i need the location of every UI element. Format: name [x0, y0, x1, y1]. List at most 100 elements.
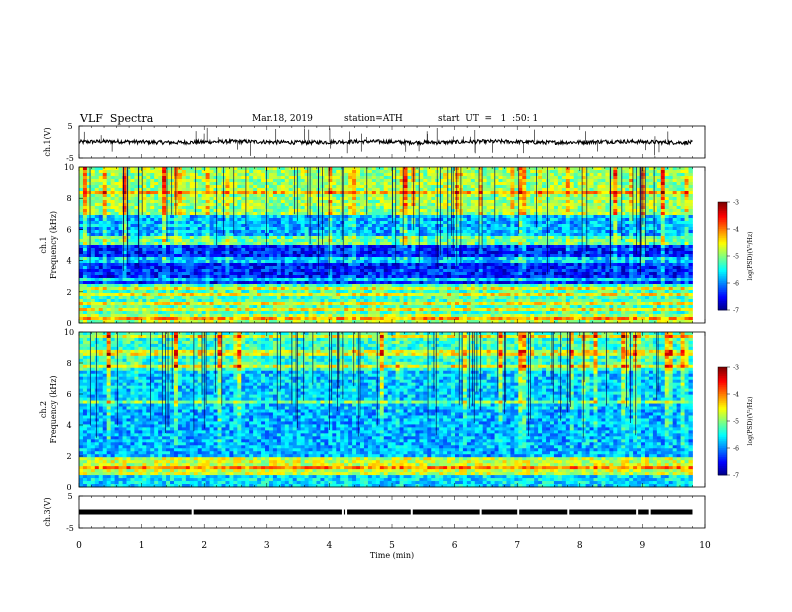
spec-cell: [79, 239, 84, 243]
spec-cell: [237, 176, 242, 180]
spec-cell: [304, 257, 309, 261]
spec-cell: [102, 251, 108, 255]
spec-cell: [201, 200, 207, 204]
spec-cell: [356, 230, 361, 234]
spec-cell: [170, 314, 175, 318]
spec-cell: [225, 305, 230, 309]
spec-cell: [94, 293, 100, 297]
spec-cell: [367, 242, 373, 246]
spec-cell: [308, 188, 313, 192]
spec-cell: [423, 212, 428, 216]
spec-cell: [415, 290, 420, 294]
spec-cell: [177, 173, 183, 177]
spec-cell: [118, 281, 123, 285]
spec-cell: [150, 179, 155, 183]
spec-cell: [280, 314, 286, 318]
spec-cell: [126, 263, 131, 267]
spec-cell: [110, 206, 116, 210]
spec-cell: [142, 248, 147, 252]
spec-cell: [427, 269, 432, 273]
spec-cell: [82, 200, 88, 204]
spec-cell: [253, 284, 258, 288]
spec-cell: [280, 242, 286, 246]
spec-cell: [138, 305, 143, 309]
spec-cell: [229, 188, 234, 192]
spec-cell: [82, 278, 88, 282]
spec-cell: [193, 263, 199, 267]
spec-cell: [431, 179, 436, 183]
spec-cell: [336, 290, 341, 294]
spec-cell: [407, 269, 412, 273]
spec-cell: [268, 209, 274, 213]
spec-cell: [118, 287, 123, 291]
spec-cell: [118, 293, 123, 297]
spec-cell: [193, 224, 199, 228]
spec-cell: [304, 224, 309, 228]
spec-cell: [371, 230, 377, 234]
spec-cell: [379, 179, 385, 183]
spec-cell: [348, 260, 353, 264]
spec-cell: [79, 185, 84, 189]
spec-cell: [427, 257, 432, 261]
spec-cell: [197, 197, 203, 201]
spec-cell: [150, 278, 155, 282]
spec-cell: [221, 308, 226, 312]
spec-cell: [138, 278, 143, 282]
spec-cell: [173, 257, 179, 261]
spec-cell: [150, 251, 155, 255]
spec-cell: [324, 284, 329, 288]
spec-cell: [288, 209, 294, 213]
spec-cell: [399, 176, 404, 180]
spec-cell: [185, 248, 191, 252]
spec-cell: [221, 275, 226, 279]
spec-cell: [213, 293, 218, 297]
spec-cell: [86, 194, 92, 198]
spec-cell: [443, 176, 448, 180]
spec-cell: [138, 206, 143, 210]
spec-cell: [150, 188, 155, 192]
spec-cell: [102, 209, 108, 213]
spec-cell: [332, 200, 337, 204]
spec-cell: [122, 287, 127, 291]
spec-cell: [166, 263, 171, 267]
spec-cell: [245, 197, 250, 201]
spec-cell: [233, 194, 238, 198]
spec-cell: [272, 188, 278, 192]
spec-cell: [205, 296, 211, 300]
spec-cell: [146, 287, 151, 291]
spec-cell: [403, 194, 408, 198]
spec-cell: [403, 269, 408, 273]
spec-cell: [332, 179, 337, 183]
spec-cell: [280, 233, 286, 237]
spec-cell: [213, 179, 218, 183]
spec-cell: [423, 218, 428, 222]
spec-cell: [304, 266, 309, 270]
spec-cell: [114, 281, 119, 285]
spec-cell: [387, 185, 393, 189]
spec-cell: [166, 251, 171, 255]
spec-cell: [201, 281, 207, 285]
spec-cell: [324, 200, 329, 204]
spec-cell: [86, 185, 92, 189]
spec-cell: [391, 230, 397, 234]
spec-cell: [439, 251, 444, 255]
spec-cell: [383, 221, 389, 225]
spec-cell: [284, 296, 290, 300]
spec-cell: [249, 206, 254, 210]
spec-cell: [403, 221, 408, 225]
spec-cell: [138, 245, 143, 249]
spec-cell: [209, 308, 214, 312]
spec-cell: [197, 185, 203, 189]
spec-cell: [395, 242, 400, 246]
spec-cell: [308, 218, 313, 222]
spec-cell: [166, 245, 171, 249]
spec-cell: [181, 248, 187, 252]
spec-cell: [185, 311, 191, 315]
spec-cell: [130, 200, 135, 204]
spec-cell: [102, 254, 108, 258]
spec-cell: [158, 212, 163, 216]
spec-cell: [352, 194, 357, 198]
spec-cell: [391, 242, 397, 246]
spec-cell: [98, 251, 104, 255]
spec-cell: [288, 266, 294, 270]
